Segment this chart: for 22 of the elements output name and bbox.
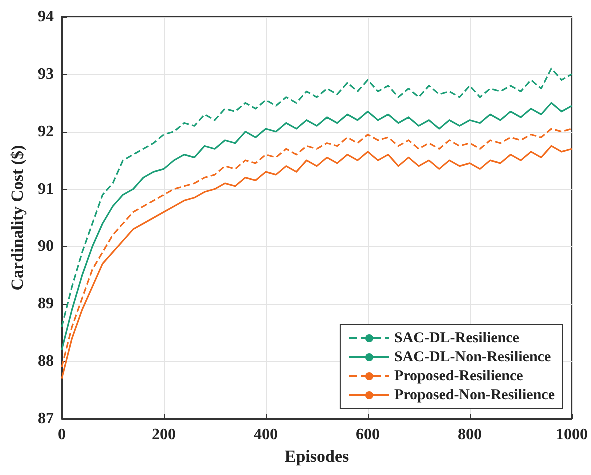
x-tick-label: 0 — [58, 426, 66, 444]
legend-label: SAC-DL-Resilience — [394, 330, 520, 346]
y-axis-title: Cardinality Cost ($) — [8, 145, 27, 291]
x-tick-label: 200 — [152, 426, 176, 444]
x-axis-title: Episodes — [284, 446, 350, 466]
legend-label: Proposed-Non-Resilience — [394, 388, 556, 404]
y-tick-label: 87 — [38, 410, 54, 428]
y-tick-label: 93 — [38, 66, 54, 83]
y-tick-label: 91 — [38, 180, 54, 198]
line-series — [61, 68, 573, 328]
line-series — [61, 102, 573, 351]
x-tick-label: 800 — [458, 426, 482, 444]
y-tick-label: 92 — [38, 123, 54, 140]
y-tick-label: 90 — [38, 238, 54, 256]
x-tick-label: 1000 — [556, 426, 588, 444]
legend-label: Proposed-Resilience — [394, 368, 524, 384]
y-tick-label: 94 — [38, 8, 54, 26]
legend-label: SAC-DL-Non-Resilience — [394, 350, 552, 366]
y-tick-label: 88 — [38, 353, 54, 370]
x-tick-label: 400 — [254, 426, 278, 444]
x-tick-label: 600 — [356, 426, 380, 444]
y-tick-label: 89 — [38, 296, 54, 313]
